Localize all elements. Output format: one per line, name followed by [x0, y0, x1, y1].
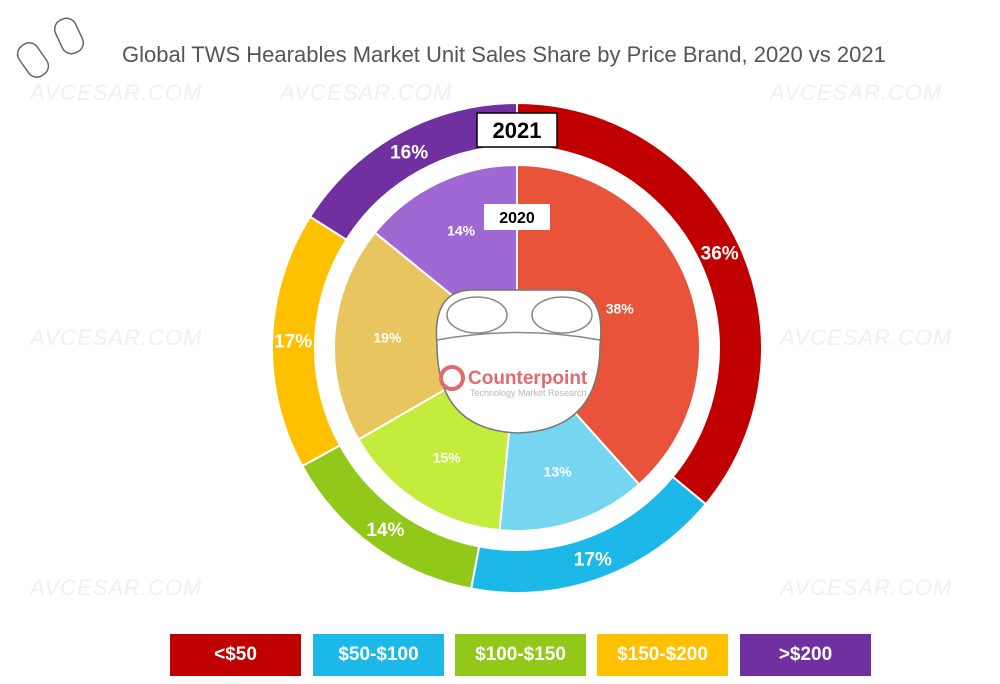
data-label-2020-0: 38% [606, 301, 635, 317]
data-label-2021-3: 17% [274, 332, 312, 353]
logo-brand: Counterpoint [468, 368, 588, 389]
year-label: 2021 [493, 118, 542, 143]
slice-2020-0 [516, 163, 701, 486]
legend-item: >$200 [740, 634, 871, 676]
legend-item: <$50 [170, 634, 301, 676]
year-box [484, 204, 550, 230]
watermark: AVCESAR.COM [780, 325, 953, 350]
data-label-2021-0: 36% [701, 243, 739, 264]
watermark: AVCESAR.COM [280, 80, 453, 105]
data-label-2020-2: 15% [433, 449, 462, 465]
watermark: AVCESAR.COM [30, 80, 203, 105]
watermark: AVCESAR.COM [30, 575, 203, 600]
earbuds-icon [16, 17, 85, 78]
data-label-2021-4: 16% [390, 142, 428, 163]
watermark: AVCESAR.COM [770, 80, 943, 105]
legend-item: $100-$150 [455, 634, 586, 676]
legend-item: $150-$200 [597, 634, 728, 676]
watermark: AVCESAR.COM [780, 575, 953, 600]
year-box [476, 112, 558, 148]
data-label-2021-2: 14% [366, 520, 404, 541]
chart-title: Global TWS Hearables Market Unit Sales S… [122, 42, 886, 67]
slice-2020-3 [333, 231, 519, 441]
logo-tagline: Technology Market Research [470, 388, 587, 398]
legend-item: $50-$100 [313, 634, 444, 676]
data-label-2020-3: 19% [373, 330, 402, 346]
watermark: AVCESAR.COM [30, 325, 203, 350]
data-label-2020-4: 14% [447, 223, 476, 239]
year-label: 2020 [499, 210, 535, 227]
data-label-2021-1: 17% [574, 549, 612, 570]
data-label-2020-1: 13% [544, 463, 573, 479]
